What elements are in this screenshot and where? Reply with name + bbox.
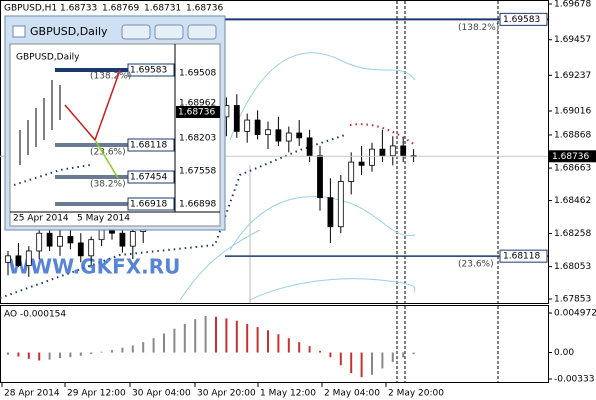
- candle-body: [400, 145, 407, 157]
- candle-body: [129, 231, 136, 247]
- candle-body: [369, 148, 375, 166]
- ao-label: AO -0.000154: [4, 310, 66, 320]
- candle-body: [358, 161, 365, 166]
- ao-frame: [0, 305, 549, 383]
- date-label: 2 May 04:00: [324, 389, 380, 399]
- fibo-level-label: 1.69583: [503, 15, 540, 25]
- inset-level-percent: (38.2%): [90, 180, 126, 190]
- envelope-line: [229, 52, 416, 141]
- price-tick-label: 1.68053: [554, 262, 591, 272]
- inset-current-box: [176, 106, 220, 118]
- inset-price-label: 1.66898: [179, 200, 216, 210]
- ao-tick-label: 0.004972: [554, 309, 596, 319]
- candle-body: [317, 155, 323, 199]
- inset-window: GBPUSD,DailyGBPUSD,Daily1.695081.689621.…: [4, 15, 226, 231]
- candle-body: [254, 119, 261, 136]
- window-icon: [12, 25, 26, 38]
- inset-zigzag-green: [94, 139, 119, 179]
- fibo-level-label: 1.68118: [503, 252, 540, 262]
- envelope-line: [179, 229, 261, 301]
- inset-level-label: 1.69583: [130, 66, 167, 76]
- inset-price-label: 1.69508: [179, 69, 216, 79]
- inset-chart-title: GBPUSD,Daily: [16, 53, 80, 63]
- candle-body: [233, 105, 240, 132]
- fibo-percent: (23.6%): [458, 260, 494, 270]
- inset-level-box: [127, 170, 175, 184]
- price-tick-label: 1.68868: [554, 130, 591, 140]
- fibo-level-box: [499, 249, 548, 263]
- date-label: 29 Apr 12:00: [67, 389, 126, 399]
- price-tick-label: 1.67853: [554, 295, 591, 305]
- date-label: 1 May 12:00: [260, 389, 316, 399]
- candle-body: [119, 232, 126, 247]
- current-price-label: 1.68736: [552, 152, 589, 162]
- date-label: 28 Apr 2014: [4, 389, 60, 399]
- inset-price-label: 1.68203: [179, 134, 216, 144]
- watermark: WWW.GKFX.RU: [8, 255, 180, 279]
- main-frame: [0, 0, 549, 304]
- inset-level-label: 1.68118: [130, 141, 167, 151]
- inset-price-label: 1.68962: [179, 99, 216, 109]
- maximize-button[interactable]: [154, 24, 184, 40]
- candle-body: [389, 145, 396, 157]
- inset-date: 25 Apr 2014: [13, 214, 69, 224]
- candle-body: [67, 236, 74, 244]
- header-price: 1.68736: [186, 4, 223, 14]
- candle-body: [275, 129, 282, 142]
- candle-body: [327, 197, 334, 228]
- close-button[interactable]: [187, 24, 217, 40]
- header-price: 1.68733: [60, 4, 97, 14]
- inset-level-box: [127, 197, 175, 211]
- candle-body: [5, 255, 11, 263]
- inset-level-label: 1.67454: [130, 173, 167, 183]
- inset-level-percent: (23.6%): [90, 148, 126, 158]
- ao-tick-label: 0.00: [554, 348, 574, 358]
- inset-level-box: [127, 138, 175, 152]
- current-price-box: [549, 150, 596, 163]
- price-tick-label: 1.68258: [554, 229, 591, 239]
- inset-level-box: [127, 63, 175, 77]
- candle-body: [348, 161, 355, 182]
- candle-body: [46, 232, 53, 247]
- inset-price-label: 1.67558: [179, 167, 216, 177]
- inset-level-label: 1.66918: [130, 200, 167, 210]
- header-price: 1.68769: [102, 4, 139, 14]
- price-tick-label: 1.69237: [554, 71, 591, 81]
- fibo-level-box: [499, 12, 548, 26]
- candle-body: [25, 250, 32, 266]
- candle-body: [306, 137, 313, 157]
- candle-body: [36, 232, 43, 252]
- candle-body: [265, 129, 271, 136]
- candle-body: [285, 132, 292, 142]
- price-tick-label: 1.69678: [554, 0, 591, 10]
- candle-body: [337, 181, 344, 228]
- inset-current-label: 1.68736: [178, 108, 215, 118]
- inset-level-percent: (138.2%): [90, 72, 131, 82]
- price-tick-label: 1.68663: [554, 164, 591, 174]
- minimize-button[interactable]: [121, 24, 151, 40]
- price-tick-label: 1.69457: [554, 35, 591, 45]
- inset-chart-area: [9, 43, 221, 227]
- ao-tick-label: -0.00333: [554, 375, 594, 385]
- header-price: 1.68731: [144, 4, 181, 14]
- inset-window-title: GBPUSD,Daily: [30, 25, 108, 38]
- candle-body: [244, 119, 251, 132]
- price-tick-label: 1.69016: [554, 107, 591, 117]
- candle-body: [15, 255, 22, 266]
- candle-body: [57, 236, 63, 247]
- candle-body: [88, 239, 95, 257]
- date-label: 30 Apr 20:00: [197, 389, 256, 399]
- symbol: GBPUSD,H1: [4, 4, 57, 14]
- price-tick-label: 1.68462: [554, 196, 591, 206]
- sar-dots-red: [349, 123, 416, 146]
- date-label: 30 Apr 04:00: [132, 389, 191, 399]
- fibo-percent: (138.2%): [458, 23, 499, 33]
- inset-date: 5 May 2014: [77, 214, 130, 224]
- date-label: 2 May 20:00: [388, 389, 444, 399]
- envelope-line: [249, 278, 416, 301]
- candle-body: [296, 132, 303, 139]
- candle-body: [379, 148, 386, 157]
- candle-body: [77, 242, 84, 257]
